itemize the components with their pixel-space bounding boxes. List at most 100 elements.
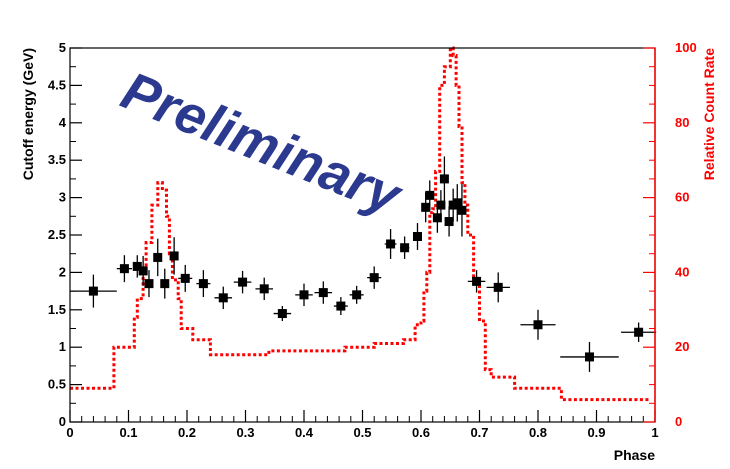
- x-axis-title: Phase: [614, 447, 655, 463]
- data-point: [425, 180, 435, 211]
- data-point: [621, 322, 657, 342]
- data-point-marker: [277, 309, 287, 319]
- bottom-axis: 0 0.1 0.2 0.3 0.4 0.5 0.6 0.7 0.8 0.9 1: [66, 410, 659, 440]
- data-point-marker: [169, 251, 179, 261]
- data-point-marker: [386, 239, 396, 249]
- data-point: [349, 285, 364, 304]
- x-tick-label: 0.6: [412, 425, 430, 440]
- data-point-marker: [144, 279, 154, 289]
- data-point-marker: [634, 327, 644, 337]
- data-point-marker: [421, 202, 431, 212]
- data-point-marker: [318, 288, 328, 298]
- data-point-marker: [198, 279, 208, 289]
- data-point: [160, 268, 170, 299]
- data-point: [452, 184, 462, 222]
- data-point: [233, 270, 252, 294]
- y2-axis-title: Relative Count Rate: [701, 48, 717, 180]
- data-point: [367, 266, 382, 289]
- data-point: [560, 341, 619, 372]
- x-tick-label: 0: [66, 425, 73, 440]
- x-tick-label: 0.5: [353, 425, 371, 440]
- preliminary-watermark: Preliminary: [114, 60, 412, 227]
- data-point: [153, 238, 163, 277]
- y-tick-label: 2.5: [48, 227, 66, 242]
- data-point: [399, 236, 410, 259]
- data-point: [144, 270, 154, 298]
- data-point: [138, 255, 148, 286]
- data-point: [273, 306, 292, 322]
- y2-tick-label: 20: [675, 339, 689, 354]
- data-point-marker: [457, 205, 467, 215]
- data-point-marker: [336, 301, 346, 311]
- x-tick-label: 0.9: [587, 425, 605, 440]
- data-point-marker: [533, 320, 543, 330]
- x-tick-label: 1: [651, 425, 658, 440]
- y-axis-title: Cutoff energy (GeV): [20, 48, 36, 180]
- y2-tick-label: 0: [675, 414, 682, 429]
- y2-tick-label: 40: [675, 264, 689, 279]
- y-tick-label: 3: [59, 190, 66, 205]
- data-point-marker: [584, 352, 594, 362]
- data-point-marker: [369, 273, 379, 283]
- data-point: [169, 237, 179, 275]
- data-point-marker: [432, 213, 442, 223]
- y-tick-label: 0: [59, 414, 66, 429]
- x-tick-label: 0.8: [529, 425, 547, 440]
- x-tick-label: 0.1: [119, 425, 137, 440]
- data-point: [255, 277, 273, 301]
- y-tick-label: 1.5: [48, 302, 66, 317]
- y-tick-label: 1: [59, 339, 66, 354]
- data-point-marker: [493, 282, 503, 292]
- data-point-marker: [425, 190, 435, 200]
- data-point: [436, 190, 446, 221]
- data-point-marker: [259, 284, 269, 294]
- data-point-marker: [218, 293, 228, 303]
- data-point: [333, 297, 348, 316]
- data-point: [70, 274, 117, 308]
- data-point: [457, 184, 467, 237]
- data-point-marker: [444, 217, 454, 227]
- data-point-marker: [299, 290, 309, 300]
- data-point: [295, 283, 313, 307]
- y-tick-label: 3.5: [48, 152, 66, 167]
- left-axis: 0 0.5 1 1.5 2 2.5 3 3.5 4 4.5 5: [48, 40, 82, 429]
- data-point: [486, 272, 510, 303]
- x-tick-label: 0.2: [178, 425, 196, 440]
- data-point-marker: [472, 276, 482, 286]
- y-tick-label: 0.5: [48, 377, 66, 392]
- data-point-marker: [238, 277, 248, 287]
- data-point: [116, 255, 133, 283]
- data-point-marker: [452, 198, 462, 208]
- y-tick-label: 5: [59, 40, 66, 55]
- data-point-marker: [153, 252, 163, 262]
- data-point: [384, 229, 397, 259]
- data-point-marker: [138, 266, 148, 276]
- y-tick-label: 4.5: [48, 77, 66, 92]
- data-point-marker: [352, 290, 362, 300]
- y-tick-label: 4: [59, 115, 67, 130]
- y2-tick-label: 60: [675, 190, 689, 205]
- data-point-marker: [160, 279, 170, 289]
- data-point-marker: [412, 231, 422, 241]
- data-point-marker: [88, 286, 98, 296]
- x-tick-label: 0.7: [470, 425, 488, 440]
- data-point: [314, 281, 333, 304]
- data-point-marker: [400, 243, 410, 253]
- data-point: [439, 156, 449, 202]
- y2-tick-label: 80: [675, 115, 689, 130]
- data-point-marker: [119, 264, 129, 274]
- data-point-marker: [180, 273, 190, 283]
- data-point-marker: [436, 200, 446, 210]
- cutoff-energy-series: [70, 156, 657, 372]
- data-point-marker: [132, 261, 142, 271]
- data-point: [467, 270, 486, 293]
- data-point: [196, 270, 211, 298]
- data-point-marker: [439, 174, 449, 184]
- data-point: [520, 309, 556, 340]
- data-point: [178, 264, 193, 292]
- data-point: [444, 206, 454, 237]
- x-tick-label: 0.4: [295, 425, 314, 440]
- x-tick-label: 0.3: [236, 425, 254, 440]
- data-point: [412, 223, 422, 250]
